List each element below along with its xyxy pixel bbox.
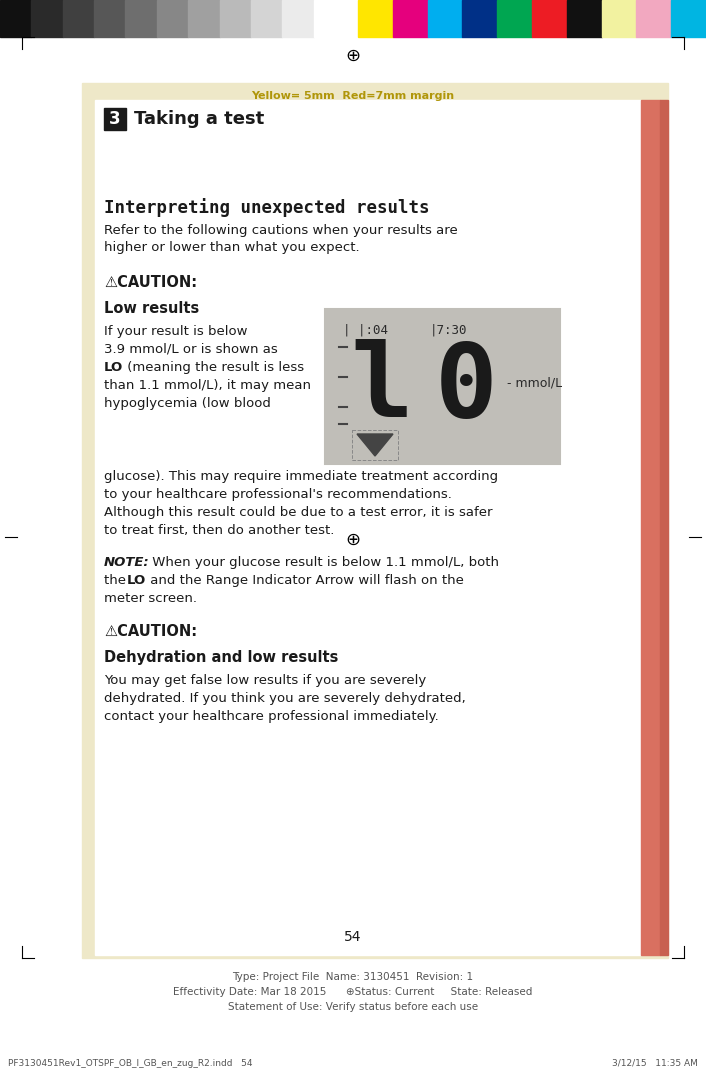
Text: PF3130451Rev1_OTSPF_OB_I_GB_en_zug_R2.indd   54: PF3130451Rev1_OTSPF_OB_I_GB_en_zug_R2.in…: [8, 1059, 253, 1067]
Text: l: l: [350, 339, 413, 439]
Text: 3/12/15   11:35 AM: 3/12/15 11:35 AM: [612, 1059, 698, 1067]
Text: than 1.1 mmol/L), it may mean: than 1.1 mmol/L), it may mean: [104, 379, 311, 392]
Bar: [157, 0, 189, 37]
Text: ⚠CAUTION:: ⚠CAUTION:: [104, 275, 197, 290]
Text: LO: LO: [127, 574, 146, 587]
Bar: [104, 108, 126, 130]
Bar: [325, 309, 560, 464]
Text: higher or lower than what you expect.: higher or lower than what you expect.: [104, 241, 359, 254]
Text: and the Range Indicator Arrow will flash on the: and the Range Indicator Arrow will flash…: [146, 574, 464, 587]
Text: Effectivity Date: Mar 18 2015      ⊕Status: Current     State: Released: Effectivity Date: Mar 18 2015 ⊕Status: C…: [173, 987, 533, 997]
Text: Statement of Use: Verify status before each use: Statement of Use: Verify status before e…: [228, 1002, 478, 1012]
Bar: [94, 0, 126, 37]
Text: meter screen.: meter screen.: [104, 592, 197, 605]
Bar: [567, 0, 602, 37]
Text: ⚠CAUTION:: ⚠CAUTION:: [104, 624, 197, 639]
Text: the: the: [104, 574, 130, 587]
Text: Although this result could be due to a test error, it is safer: Although this result could be due to a t…: [104, 506, 493, 519]
Text: 3.9 mmol/L or is shown as: 3.9 mmol/L or is shown as: [104, 343, 277, 356]
Text: You may get false low results if you are severely: You may get false low results if you are…: [104, 674, 426, 687]
Text: (meaning the result is less: (meaning the result is less: [123, 361, 304, 374]
Text: Dehydration and low results: Dehydration and low results: [104, 650, 338, 665]
Bar: [393, 0, 428, 37]
Bar: [31, 0, 63, 37]
Text: |7:30: |7:30: [430, 322, 467, 336]
Text: LO: LO: [104, 361, 124, 374]
Bar: [602, 0, 636, 37]
Polygon shape: [357, 434, 393, 456]
Bar: [358, 0, 393, 37]
Bar: [671, 0, 706, 37]
Text: Refer to the following cautions when your results are: Refer to the following cautions when you…: [104, 224, 457, 236]
Bar: [636, 0, 671, 37]
Text: contact your healthcare professional immediately.: contact your healthcare professional imm…: [104, 710, 438, 723]
Text: ⊕: ⊕: [345, 47, 361, 64]
Text: to your healthcare professional's recommendations.: to your healthcare professional's recomm…: [104, 488, 452, 501]
Bar: [95, 100, 640, 955]
Bar: [313, 0, 345, 37]
Text: 0: 0: [435, 339, 498, 439]
Text: If your result is below: If your result is below: [104, 325, 248, 338]
Bar: [126, 0, 157, 37]
Text: glucose). This may require immediate treatment according: glucose). This may require immediate tre…: [104, 470, 498, 483]
Bar: [282, 0, 313, 37]
Text: 54: 54: [345, 930, 361, 944]
Text: dehydrated. If you think you are severely dehydrated,: dehydrated. If you think you are severel…: [104, 692, 466, 705]
Text: NOTE:: NOTE:: [104, 556, 150, 569]
Text: ⊕: ⊕: [345, 531, 361, 549]
Text: Type: Project File  Name: 3130451  Revision: 1: Type: Project File Name: 3130451 Revisio…: [232, 972, 474, 981]
Bar: [462, 0, 497, 37]
Bar: [428, 0, 462, 37]
Bar: [660, 100, 668, 955]
Bar: [220, 0, 251, 37]
Bar: [497, 0, 532, 37]
Text: Yellow= 5mm  Red=7mm margin: Yellow= 5mm Red=7mm margin: [251, 91, 455, 101]
Text: Interpreting unexpected results: Interpreting unexpected results: [104, 198, 429, 217]
Text: hypoglycemia (low blood: hypoglycemia (low blood: [104, 397, 271, 410]
Bar: [641, 100, 660, 955]
Bar: [532, 0, 567, 37]
Text: Low results: Low results: [104, 301, 199, 316]
Bar: [63, 0, 94, 37]
Text: 3: 3: [109, 110, 121, 128]
Bar: [0, 0, 31, 37]
Text: to treat first, then do another test.: to treat first, then do another test.: [104, 524, 335, 538]
Text: Taking a test: Taking a test: [134, 110, 264, 128]
Bar: [82, 83, 668, 958]
Text: | |:04: | |:04: [343, 322, 388, 336]
Text: - mmol/L: - mmol/L: [507, 377, 562, 390]
Bar: [189, 0, 220, 37]
Bar: [251, 0, 282, 37]
Text: When your glucose result is below 1.1 mmol/L, both: When your glucose result is below 1.1 mm…: [148, 556, 499, 569]
